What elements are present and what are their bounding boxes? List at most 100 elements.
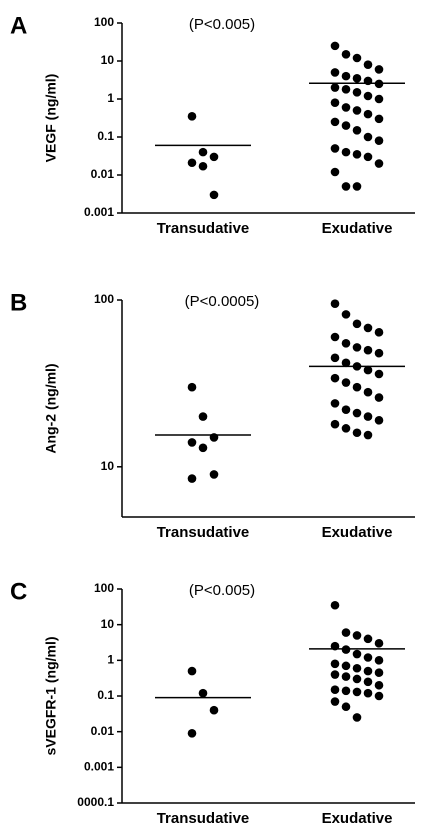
data-point: [363, 688, 373, 698]
data-point: [187, 438, 197, 447]
data-point: [341, 71, 351, 81]
data-point: [341, 672, 351, 681]
x-tick-label: Exudative: [322, 810, 393, 827]
data-point: [352, 649, 362, 659]
data-point: [352, 74, 362, 83]
data-point: [198, 161, 208, 171]
y-tick-label: 10: [101, 459, 115, 473]
data-point: [330, 670, 340, 679]
data-point: [330, 600, 340, 610]
data-point: [374, 65, 384, 74]
data-point: [341, 702, 351, 712]
data-point: [374, 328, 384, 337]
data-point: [374, 159, 384, 168]
data-point: [187, 666, 197, 676]
data-point: [187, 474, 197, 483]
data-point: [330, 332, 340, 342]
data-point: [341, 182, 351, 191]
data-point: [341, 358, 351, 368]
data-point: [363, 387, 373, 397]
y-tick-label: 0.1: [97, 129, 114, 143]
x-tick-label: Exudative: [322, 524, 393, 541]
annotation: (P<0.005): [189, 582, 255, 599]
data-point: [352, 408, 362, 418]
data-point: [363, 345, 373, 355]
data-point: [330, 659, 340, 669]
data-point: [330, 83, 340, 92]
data-point: [352, 182, 362, 191]
data-point: [363, 634, 373, 644]
data-point: [198, 147, 208, 157]
data-point: [352, 88, 362, 97]
data-point: [363, 666, 373, 676]
y-axis-label: sVEGFR-1 (ng/ml): [43, 636, 59, 755]
data-point: [198, 688, 208, 698]
data-point: [341, 424, 351, 433]
data-point: [352, 106, 362, 115]
y-tick-label: 100: [94, 15, 114, 29]
data-point: [330, 685, 340, 695]
data-point: [341, 628, 351, 637]
annotation: (P<0.0005): [185, 293, 260, 310]
data-point: [363, 323, 373, 333]
data-point: [352, 150, 362, 159]
data-point: [330, 373, 340, 383]
data-point: [341, 84, 351, 94]
data-point: [352, 713, 362, 722]
data-point: [352, 126, 362, 135]
data-point: [352, 631, 362, 640]
data-point: [341, 686, 351, 696]
data-point: [363, 152, 373, 162]
data-point: [363, 412, 373, 421]
data-point: [209, 470, 219, 479]
y-tick-label: 1: [107, 653, 114, 667]
data-point: [341, 121, 351, 130]
data-point: [363, 365, 373, 375]
y-tick-label: 0000.1: [77, 795, 114, 809]
data-point: [352, 319, 362, 329]
data-point: [198, 412, 208, 421]
data-point: [341, 310, 351, 319]
data-point: [374, 680, 384, 690]
data-point: [330, 353, 340, 363]
x-tick-label: Transudative: [157, 524, 250, 541]
data-point: [209, 705, 219, 715]
y-tick-label: 0.001: [84, 205, 114, 219]
data-point: [374, 369, 384, 379]
data-point: [209, 190, 219, 200]
data-point: [352, 687, 362, 697]
data-point: [363, 653, 373, 662]
data-point: [363, 430, 373, 440]
data-point: [330, 419, 340, 429]
y-tick-label: 100: [94, 292, 114, 306]
data-point: [363, 109, 373, 119]
y-tick-label: 0.1: [97, 688, 114, 702]
data-point: [330, 299, 340, 309]
y-tick-label: 0.001: [84, 760, 114, 774]
y-tick-label: 0.01: [91, 167, 115, 181]
data-point: [341, 50, 351, 59]
data-point: [198, 443, 208, 453]
data-point: [330, 41, 340, 51]
data-point: [374, 691, 384, 701]
data-point: [187, 158, 197, 168]
data-point: [341, 645, 351, 654]
data-point: [374, 348, 384, 358]
data-point: [330, 98, 340, 107]
y-tick-label: 1: [107, 91, 114, 105]
data-point: [341, 103, 351, 112]
data-point: [363, 677, 373, 687]
data-point: [187, 112, 197, 121]
data-point: [341, 339, 351, 348]
data-point: [352, 674, 362, 684]
data-point: [374, 415, 384, 425]
panel-label: C: [10, 578, 27, 605]
data-point: [374, 639, 384, 648]
data-point: [187, 382, 197, 392]
data-point: [374, 393, 384, 402]
data-point: [330, 117, 340, 127]
panel-label: B: [10, 289, 27, 316]
y-tick-label: 10: [101, 53, 115, 67]
data-point: [187, 728, 197, 738]
